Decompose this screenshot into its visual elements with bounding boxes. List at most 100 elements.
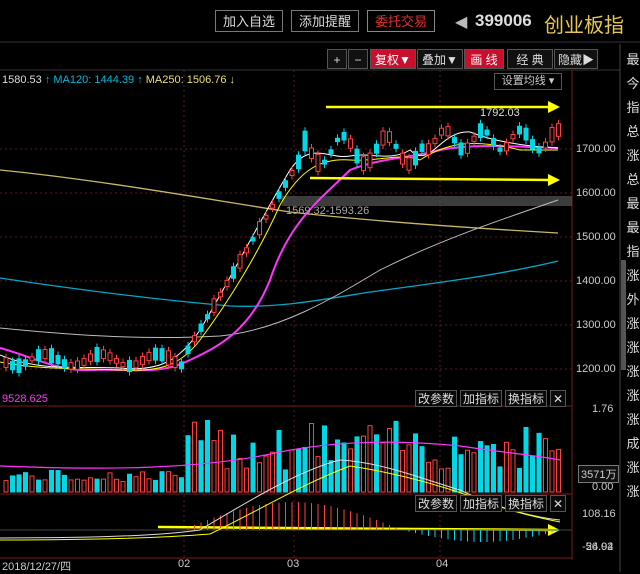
vol-close-icon[interactable]: ✕ xyxy=(550,390,566,407)
volume-bar xyxy=(413,433,418,493)
prev-arrow-icon[interactable]: ◀ xyxy=(455,14,468,31)
volume-bar xyxy=(68,479,74,493)
sidebar-item[interactable]: 涨 xyxy=(626,364,640,379)
volume-bar xyxy=(419,446,425,493)
candle-body xyxy=(49,348,54,364)
sidebar-item[interactable]: 成 xyxy=(626,436,640,451)
macd-histogram xyxy=(187,502,559,542)
ma-settings-button[interactable]: 设置均线 ▾ xyxy=(494,73,562,90)
trade-button[interactable]: 委托交易 xyxy=(367,10,435,32)
price-tick-1600: 1600.00 xyxy=(576,187,616,199)
volume-bar xyxy=(289,449,295,493)
macd-switch-indicator-button[interactable]: 换指标 xyxy=(505,495,547,512)
candle-body xyxy=(302,130,308,152)
sidebar-item[interactable]: 指 xyxy=(626,244,640,259)
overlay-dropdown[interactable]: 叠加▼ xyxy=(417,49,463,69)
lower-trend-arrow xyxy=(309,176,553,182)
candle-body xyxy=(530,139,535,150)
sidebar-item[interactable]: 最 xyxy=(626,220,640,235)
volume-bar xyxy=(198,440,204,493)
arrow-right-icon xyxy=(548,174,560,186)
sidebar-item[interactable]: 涨 xyxy=(626,148,640,163)
candle-body xyxy=(185,345,191,355)
vol-switch-indicator-button[interactable]: 换指标 xyxy=(505,390,547,407)
volume-bar xyxy=(75,478,80,493)
sidebar-item[interactable]: 涨 xyxy=(626,460,640,475)
sidebar-item[interactable]: 今 xyxy=(626,76,640,91)
sidebar-item[interactable]: 最 xyxy=(626,52,640,67)
add-watchlist-button[interactable]: 加入自选 xyxy=(215,10,283,32)
candle-body xyxy=(23,359,28,367)
sidebar-item[interactable]: 外 xyxy=(626,292,640,307)
candle-body xyxy=(257,221,262,236)
candle-body xyxy=(3,357,9,368)
candle-body xyxy=(289,170,295,176)
candle-body xyxy=(62,359,67,369)
candle-body xyxy=(458,142,464,156)
volume-bar xyxy=(406,444,412,493)
volume-bar xyxy=(517,467,522,493)
sidebar-item[interactable]: 涨 xyxy=(626,340,640,355)
volume-bar xyxy=(439,468,444,493)
ma250-label: MA250: 1506.76 xyxy=(145,74,227,86)
volume-bar xyxy=(166,471,171,493)
candle-body xyxy=(296,154,301,170)
vol-add-indicator-button[interactable]: 加指标 xyxy=(460,390,502,407)
volume-bar xyxy=(445,467,451,493)
candle-body xyxy=(413,150,418,166)
sidebar-item[interactable]: 总 xyxy=(626,172,640,187)
volume-bar xyxy=(237,458,243,493)
candle-body xyxy=(341,131,347,141)
macd-axis-bottom: -56.02 xyxy=(582,541,614,553)
candle-body xyxy=(146,351,152,362)
zoom-in-button[interactable]: + xyxy=(327,49,347,69)
macd-close-icon[interactable]: ✕ xyxy=(550,495,566,512)
price-range-band xyxy=(282,196,572,206)
sidebar-item[interactable]: 涨 xyxy=(626,388,640,403)
candle-body xyxy=(315,153,321,172)
candle-body xyxy=(166,350,171,366)
volume-bar xyxy=(296,448,301,493)
macd-change-params-button[interactable]: 改参数 xyxy=(415,495,457,512)
ma10-line xyxy=(0,143,558,371)
volume-bar xyxy=(244,467,249,493)
vol-change-params-button[interactable]: 改参数 xyxy=(415,390,457,407)
macd-add-indicator-button[interactable]: 加指标 xyxy=(460,495,502,512)
date-tick-03: 03 xyxy=(287,558,300,570)
vol-axis-top: 1.76 xyxy=(592,403,614,415)
volume-bar xyxy=(55,470,61,493)
volume-bar xyxy=(23,472,28,493)
sidebar-item[interactable]: 涨 xyxy=(626,412,640,427)
volume-bar xyxy=(3,480,9,493)
candle-body xyxy=(237,254,243,269)
sidebar-item[interactable]: 最 xyxy=(626,196,640,211)
ma-legend: 1580.53 ↑ MA120: 1444.39 ↑ MA250: 1506.7… xyxy=(2,74,235,86)
price-tick-1700: 1700.00 xyxy=(576,143,616,155)
candle-body xyxy=(42,349,48,359)
hide-button[interactable]: 隐藏▶ xyxy=(554,49,598,69)
zoom-out-button[interactable]: − xyxy=(348,49,368,69)
candle-body xyxy=(218,291,223,298)
candle-body xyxy=(140,355,145,366)
scrollbar[interactable] xyxy=(621,260,626,370)
fuquan-dropdown[interactable]: 复权▼ xyxy=(370,49,416,69)
ma120-line xyxy=(0,260,559,307)
classic-button[interactable]: 经 典 xyxy=(507,49,553,69)
candle-body xyxy=(536,146,542,154)
volume-bar xyxy=(10,475,15,493)
up-arrow-icon: ↑ xyxy=(137,74,143,86)
sidebar-item[interactable]: 指 xyxy=(626,100,640,115)
sidebar-item[interactable]: 涨 xyxy=(626,316,640,331)
volume-bar xyxy=(556,448,561,493)
volume-bar xyxy=(146,478,152,493)
volume-bar xyxy=(458,454,464,493)
sidebar-item[interactable]: 涨 xyxy=(626,484,640,499)
draw-line-button[interactable]: 画 线 xyxy=(464,49,504,69)
candle-body xyxy=(88,353,93,362)
add-alert-button[interactable]: 添加提醒 xyxy=(291,10,359,32)
candle-body xyxy=(10,360,15,371)
sidebar-item[interactable]: 涨 xyxy=(626,268,640,283)
candle-body xyxy=(406,157,412,171)
sidebar-item[interactable]: 总 xyxy=(626,124,640,139)
